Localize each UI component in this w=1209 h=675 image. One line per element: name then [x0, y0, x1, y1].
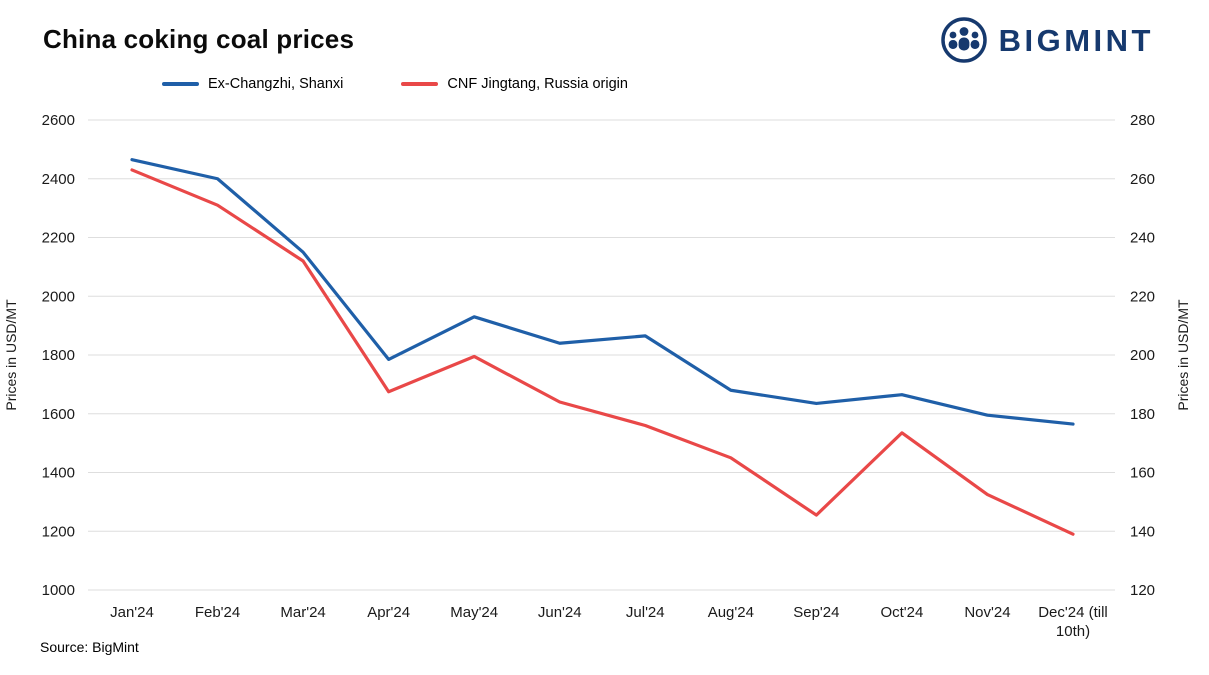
- x-axis-tick: Apr'24: [367, 604, 410, 621]
- y-axis-tick-right: 120: [1130, 582, 1155, 599]
- legend-swatch: [162, 82, 199, 86]
- y-axis-tick-right: 280: [1130, 112, 1155, 129]
- x-axis-tick: Feb'24: [195, 604, 240, 621]
- source-note: Source: BigMint: [40, 639, 139, 655]
- y-axis-tick-left: 2000: [42, 288, 75, 305]
- page-title: China coking coal prices: [43, 24, 355, 54]
- y-axis-tick-left: 1200: [42, 523, 75, 540]
- y-axis-tick-left: 1600: [42, 406, 75, 423]
- bigmint-logo-text: BIGMINT: [998, 22, 1154, 58]
- y-axis-tick-right: 260: [1130, 171, 1155, 188]
- right-axis-title: Prices in USD/MT: [1175, 299, 1191, 411]
- legend-swatch: [401, 82, 439, 86]
- y-axis-tick-right: 180: [1130, 406, 1155, 423]
- legend-item: CNF Jingtang, Russia origin: [401, 76, 628, 92]
- series-line: [130, 168, 1075, 536]
- x-axis-tick: Nov'24: [964, 604, 1010, 621]
- series-line: [130, 158, 1075, 426]
- y-axis-tick-right: 140: [1130, 523, 1155, 540]
- x-axis-tick: Mar'24: [280, 604, 325, 621]
- y-axis-tick-right: 220: [1130, 288, 1155, 305]
- x-axis-tick: Oct'24: [880, 604, 923, 621]
- y-axis-tick-left: 2200: [42, 230, 75, 247]
- y-axis-tick-left: 1400: [42, 465, 75, 482]
- legend-label: Ex-Changzhi, Shanxi: [208, 76, 344, 92]
- left-axis-title: Prices in USD/MT: [3, 299, 19, 411]
- y-axis-tick-left: 2600: [42, 112, 75, 129]
- x-axis-tick: Dec'24 (till: [1038, 604, 1108, 621]
- x-axis-tick: Aug'24: [708, 604, 754, 621]
- x-axis-tick: Sep'24: [793, 604, 839, 621]
- y-axis-tick-left: 2400: [42, 171, 75, 188]
- chart-legend: Ex-Changzhi, Shanxi CNF Jingtang, Russia …: [162, 76, 628, 92]
- x-axis-tick: Jul'24: [626, 604, 665, 621]
- bigmint-logo: BIGMINT: [940, 16, 1154, 64]
- y-axis-tick-right: 160: [1130, 465, 1155, 482]
- y-axis-tick-right: 200: [1130, 347, 1155, 364]
- legend-label: CNF Jingtang, Russia origin: [447, 76, 628, 92]
- line-chart: 1000 1200 1400 1600 1800 2000 2200 2400 2600 120 1…: [3, 112, 1191, 640]
- x-axis-tick: Jan'24: [110, 604, 154, 621]
- y-axis-tick-left: 1000: [42, 582, 75, 599]
- y-axis-tick-right: 240: [1130, 230, 1155, 247]
- x-axis-tick: Jun'24: [538, 604, 582, 621]
- x-axis-tick: 10th): [1056, 623, 1090, 640]
- x-axis-tick: May'24: [450, 604, 498, 621]
- bigmint-logo-icon: [940, 17, 987, 63]
- legend-item: Ex-Changzhi, Shanxi: [162, 76, 343, 92]
- y-axis-tick-left: 1800: [42, 347, 75, 364]
